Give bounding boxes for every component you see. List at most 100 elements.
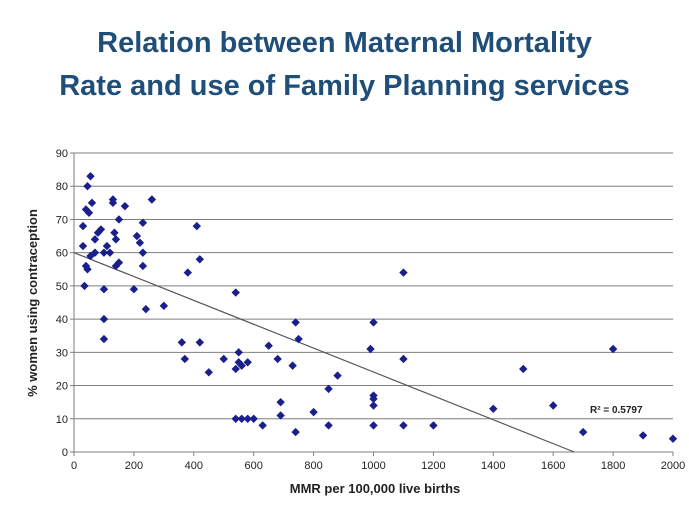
data-point [294, 334, 303, 344]
data-point [87, 198, 97, 208]
data-point [399, 354, 408, 364]
data-point [264, 341, 273, 350]
data-point [159, 301, 169, 311]
data-point [249, 414, 258, 423]
data-point [668, 434, 678, 443]
data-point [120, 201, 130, 211]
x-tick-label: 400 [185, 460, 203, 472]
data-point [195, 338, 204, 347]
data-point [237, 414, 246, 423]
y-axis-title: % women using contraception [25, 209, 40, 397]
slide-title-line-2: Rate and use of Family Planning services [59, 70, 630, 102]
data-point [234, 348, 243, 357]
data-point [243, 358, 252, 367]
data-point [132, 231, 142, 241]
data-point [369, 318, 378, 327]
data-point [84, 208, 94, 217]
y-tick-label: 70 [56, 214, 68, 226]
data-point [291, 318, 300, 327]
data-point [309, 407, 318, 417]
slide-title: Relation between Maternal Mortality Rate… [0, 22, 689, 108]
data-point [519, 364, 528, 374]
x-tick-label: 1000 [361, 460, 385, 472]
data-point [135, 238, 145, 247]
data-point [192, 221, 201, 231]
data-point [102, 241, 112, 251]
data-point [105, 248, 115, 257]
axis-layer [70, 152, 674, 456]
x-tick-label: 600 [245, 460, 263, 472]
data-point [86, 172, 95, 181]
x-tick-label: 1200 [421, 460, 445, 472]
data-point [324, 421, 333, 430]
data-point [111, 235, 121, 244]
y-tick-label: 60 [56, 248, 68, 260]
x-tick-label: 800 [304, 460, 322, 472]
y-tick-label: 0 [62, 447, 68, 459]
data-point [138, 218, 148, 227]
data-point [369, 401, 378, 410]
data-point [78, 221, 88, 231]
x-tick-label: 1600 [541, 460, 565, 472]
data-point [195, 255, 204, 264]
y-tick-label: 90 [56, 148, 68, 160]
data-point [231, 364, 240, 374]
data-point [141, 304, 151, 314]
data-point [147, 195, 157, 204]
data-point [80, 281, 89, 291]
data-point [369, 421, 378, 430]
grid-layer [74, 152, 673, 420]
data-point [549, 401, 558, 410]
data-point-layer [78, 172, 678, 443]
data-point [489, 404, 498, 414]
x-tick-label: 2000 [661, 460, 685, 472]
data-point [237, 361, 246, 370]
x-tick-label: 200 [125, 460, 143, 472]
data-point [366, 344, 375, 354]
data-point [110, 228, 119, 237]
data-point [108, 198, 118, 208]
data-point [638, 431, 648, 440]
trendline [73, 252, 575, 453]
data-point [291, 427, 300, 437]
data-point [90, 248, 100, 257]
data-point [129, 285, 139, 294]
data-point [608, 344, 618, 354]
data-point [276, 411, 285, 420]
data-point [231, 414, 240, 423]
data-point [288, 361, 297, 370]
trendline-layer [73, 252, 575, 453]
data-point [204, 368, 213, 377]
data-point [183, 268, 193, 277]
data-point [78, 241, 88, 251]
y-tick-label: 80 [56, 181, 68, 193]
data-point [369, 394, 378, 404]
data-point [177, 338, 187, 347]
data-point [399, 421, 408, 430]
y-tick-label: 20 [56, 381, 68, 393]
data-point [324, 384, 333, 394]
r-squared-label: R² = 0.5797 [590, 405, 643, 416]
x-tick-label: 0 [71, 460, 77, 472]
data-point [114, 258, 124, 267]
data-point [99, 248, 109, 257]
y-tick-label: 40 [56, 314, 68, 326]
data-point [276, 397, 285, 407]
y-tick-label: 30 [56, 347, 68, 359]
data-point [96, 225, 106, 234]
x-tick-label: 1400 [481, 460, 505, 472]
y-tick-label: 10 [56, 414, 68, 426]
data-point [243, 414, 252, 423]
data-point [90, 235, 100, 244]
data-point [219, 354, 228, 364]
slide-title-line-1: Relation between Maternal Mortality [97, 27, 592, 59]
data-point [99, 285, 109, 294]
data-point [83, 265, 92, 274]
data-point [99, 334, 109, 344]
data-point [138, 248, 148, 257]
data-point [333, 371, 342, 380]
data-point [83, 182, 92, 191]
y-tick-label: 50 [56, 281, 68, 293]
data-point [99, 314, 109, 324]
